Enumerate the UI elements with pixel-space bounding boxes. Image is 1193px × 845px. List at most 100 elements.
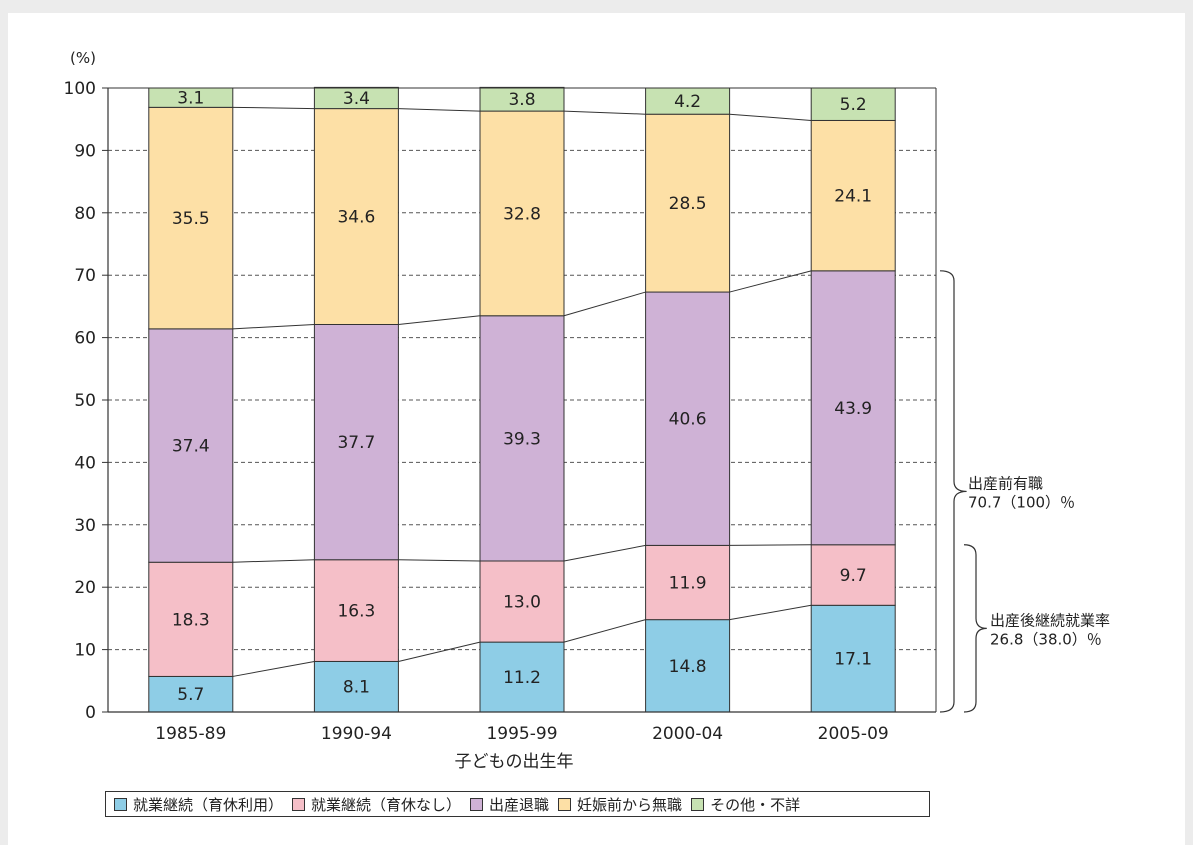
legend-item: 就業継続（育休なし） bbox=[292, 794, 461, 815]
legend-label: 出産退職 bbox=[489, 795, 550, 814]
data-label: 37.4 bbox=[172, 437, 210, 457]
data-label: 11.9 bbox=[669, 574, 707, 594]
data-label: 11.2 bbox=[503, 668, 541, 688]
connector-line bbox=[563, 619, 646, 643]
annotation-text: 出産後継続就業率 bbox=[990, 611, 1110, 629]
connector-line bbox=[398, 108, 481, 112]
data-label: 3.1 bbox=[177, 89, 204, 109]
y-tick-label: 30 bbox=[74, 516, 96, 536]
connector-line bbox=[563, 544, 646, 562]
data-label: 16.3 bbox=[337, 602, 375, 622]
connector-line bbox=[398, 641, 481, 662]
bar-segment bbox=[645, 544, 731, 621]
y-tick-label: 10 bbox=[74, 641, 96, 661]
connector-line bbox=[232, 559, 315, 563]
curly-brace bbox=[939, 270, 967, 713]
legend: 就業継続（育休利用） 就業継続（育休なし） 出産退職 妊娠前から無職 その他・不詳 bbox=[105, 791, 930, 817]
bar-segment bbox=[479, 86, 565, 112]
data-label: 17.1 bbox=[834, 650, 872, 670]
y-tick-label: 90 bbox=[74, 141, 96, 161]
legend-item: 就業継続（育休利用） bbox=[114, 794, 283, 815]
y-tick-label: 70 bbox=[74, 266, 96, 286]
y-tick-label: 100 bbox=[64, 79, 96, 99]
data-label: 3.8 bbox=[508, 90, 535, 110]
data-label: 14.8 bbox=[669, 657, 707, 677]
connector-line bbox=[398, 559, 481, 562]
bars: 5.7 18.3 37.4 35.5 3.1 8.1 16.3 37.7 34.6 3.4 11.2… bbox=[148, 86, 896, 713]
data-label: 32.8 bbox=[503, 204, 541, 224]
data-label: 24.1 bbox=[834, 187, 872, 207]
curly-brace bbox=[963, 544, 987, 713]
legend-label: その他・不詳 bbox=[710, 795, 801, 814]
legend-swatch bbox=[470, 797, 484, 811]
axes: 0 10 20 30 40 50 60 70 80 90 100 1985-89 1990-94 1995… bbox=[64, 79, 937, 744]
bar-segment bbox=[479, 315, 565, 562]
connector-line bbox=[398, 315, 481, 325]
data-label: 5.7 bbox=[177, 685, 204, 705]
data-label: 37.7 bbox=[337, 433, 375, 453]
connector-line bbox=[729, 270, 812, 293]
bar-segment bbox=[645, 87, 731, 115]
data-label: 8.1 bbox=[343, 678, 370, 698]
bar-segment bbox=[313, 559, 399, 662]
legend-label: 就業継続（育休なし） bbox=[311, 795, 462, 814]
bar-segment bbox=[645, 291, 731, 546]
bar-segment bbox=[810, 604, 896, 713]
connector-line bbox=[729, 544, 812, 546]
x-axis-title: 子どもの出生年 bbox=[455, 752, 574, 772]
legend-label: 就業継続（育休利用） bbox=[133, 795, 284, 814]
connector-lines bbox=[232, 106, 812, 677]
legend-label: 妊娠前から無職 bbox=[577, 795, 683, 814]
data-label: 28.5 bbox=[669, 194, 707, 214]
bar-segment bbox=[645, 113, 731, 293]
data-label: 3.4 bbox=[343, 89, 370, 109]
legend-swatch bbox=[691, 797, 705, 811]
data-label: 40.6 bbox=[669, 410, 707, 430]
stacked-bar-chart: 5.7 18.3 37.4 35.5 3.1 8.1 16.3 37.7 34.6 3.4 11.2… bbox=[64, 49, 1110, 772]
bar-segment bbox=[148, 106, 234, 330]
bar-segment bbox=[313, 86, 399, 110]
connector-line bbox=[563, 291, 646, 317]
legend-item: その他・不詳 bbox=[691, 794, 800, 815]
y-tick-label: 80 bbox=[74, 204, 96, 224]
bar-segment bbox=[645, 619, 731, 713]
y-tick-label: 40 bbox=[74, 453, 96, 473]
connector-line bbox=[232, 106, 315, 110]
connector-line bbox=[563, 110, 646, 115]
data-label: 35.5 bbox=[172, 209, 210, 229]
connector-line bbox=[232, 323, 315, 330]
bar-segment bbox=[810, 119, 896, 272]
data-label: 4.2 bbox=[674, 92, 701, 112]
legend-swatch bbox=[292, 797, 306, 811]
data-label: 9.7 bbox=[840, 566, 867, 586]
connector-line bbox=[729, 113, 812, 121]
y-tick-label: 50 bbox=[74, 391, 96, 411]
data-label: 39.3 bbox=[503, 429, 541, 449]
data-label: 18.3 bbox=[172, 610, 210, 630]
bar-segment bbox=[479, 560, 565, 643]
annotation-text: 26.8（38.0）％ bbox=[990, 630, 1102, 648]
legend-item: 出産退職 bbox=[470, 794, 549, 815]
legend-swatch bbox=[114, 797, 127, 811]
legend-swatch bbox=[558, 797, 572, 811]
connector-line bbox=[729, 604, 812, 621]
connector-line bbox=[232, 660, 315, 677]
annotation-text: 出産前有職 bbox=[968, 474, 1043, 492]
chart-panel: 5.7 18.3 37.4 35.5 3.1 8.1 16.3 37.7 34.6 3.4 11.2… bbox=[8, 13, 1185, 845]
data-label: 5.2 bbox=[840, 95, 867, 115]
x-tick-label: 1990-94 bbox=[321, 724, 392, 744]
data-label: 34.6 bbox=[337, 208, 375, 228]
bar-segment bbox=[148, 561, 234, 677]
bar-segment bbox=[810, 544, 896, 606]
y-axis-unit-label: (%) bbox=[70, 49, 96, 67]
x-tick-label: 1995-99 bbox=[486, 724, 557, 744]
y-tick-label: 20 bbox=[74, 578, 96, 598]
x-tick-label: 1985-89 bbox=[155, 724, 226, 744]
annotation-text: 70.7（100）％ bbox=[968, 493, 1075, 511]
legend-item: 妊娠前から無職 bbox=[558, 794, 682, 815]
data-label: 13.0 bbox=[503, 593, 541, 613]
bar-segment bbox=[810, 87, 896, 121]
data-label: 43.9 bbox=[834, 399, 872, 419]
bar-segment bbox=[313, 108, 399, 325]
